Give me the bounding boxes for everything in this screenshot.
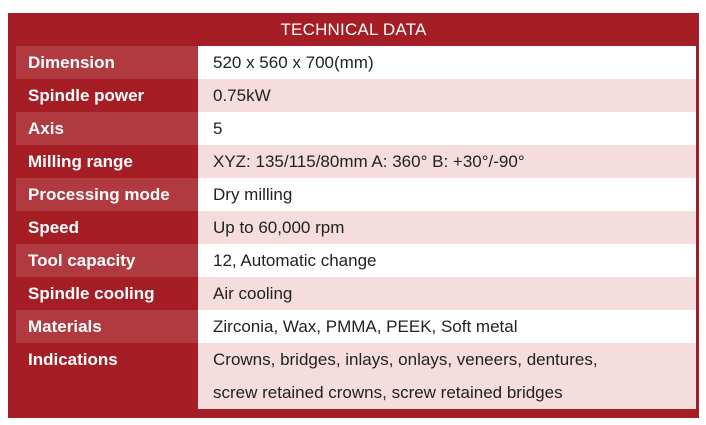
table-row: Axis 5 xyxy=(16,112,696,145)
row-value-spindle-cooling: Air cooling xyxy=(198,277,696,310)
row-value-spindle-power: 0.75kW xyxy=(198,79,696,112)
row-value-indications: Crowns, bridges, inlays, onlays, veneers… xyxy=(198,343,696,409)
table-row: Milling range XYZ: 135/115/80mm A: 360° … xyxy=(16,145,696,178)
table-row: Speed Up to 60,000 rpm xyxy=(16,211,696,244)
row-value-milling-range: XYZ: 135/115/80mm A: 360° B: +30°/-90° xyxy=(198,145,696,178)
row-label-processing-mode: Processing mode xyxy=(16,178,198,211)
row-value-axis: 5 xyxy=(198,112,696,145)
row-value-processing-mode: Dry milling xyxy=(198,178,696,211)
table-row: Processing mode Dry milling xyxy=(16,178,696,211)
row-label-speed: Speed xyxy=(16,211,198,244)
row-label-axis: Axis xyxy=(16,112,198,145)
table-row: Dimension 520 x 560 x 700(mm) xyxy=(16,46,696,79)
table-row: Tool capacity 12, Automatic change xyxy=(16,244,696,277)
table-row: Indications Crowns, bridges, inlays, onl… xyxy=(16,343,696,409)
row-label-indications: Indications xyxy=(16,343,198,409)
row-value-tool-capacity: 12, Automatic change xyxy=(198,244,696,277)
technical-data-table: TECHNICAL DATA Dimension 520 x 560 x 700… xyxy=(8,13,699,418)
row-value-speed: Up to 60,000 rpm xyxy=(198,211,696,244)
row-value-materials: Zirconia, Wax, PMMA, PEEK, Soft metal xyxy=(198,310,696,343)
table-body: Dimension 520 x 560 x 700(mm) Spindle po… xyxy=(16,46,696,409)
table-row: Spindle power 0.75kW xyxy=(16,79,696,112)
table-row: Spindle cooling Air cooling xyxy=(16,277,696,310)
row-label-spindle-power: Spindle power xyxy=(16,79,198,112)
indications-line-2: screw retained crowns, screw retained br… xyxy=(213,383,563,402)
row-label-dimension: Dimension xyxy=(16,46,198,79)
table-title: TECHNICAL DATA xyxy=(280,20,427,39)
row-value-dimension: 520 x 560 x 700(mm) xyxy=(198,46,696,79)
row-label-spindle-cooling: Spindle cooling xyxy=(16,277,198,310)
table-row: Materials Zirconia, Wax, PMMA, PEEK, Sof… xyxy=(16,310,696,343)
indications-line-1: Crowns, bridges, inlays, onlays, veneers… xyxy=(213,350,598,369)
row-label-milling-range: Milling range xyxy=(16,145,198,178)
row-label-tool-capacity: Tool capacity xyxy=(16,244,198,277)
row-label-materials: Materials xyxy=(16,310,198,343)
